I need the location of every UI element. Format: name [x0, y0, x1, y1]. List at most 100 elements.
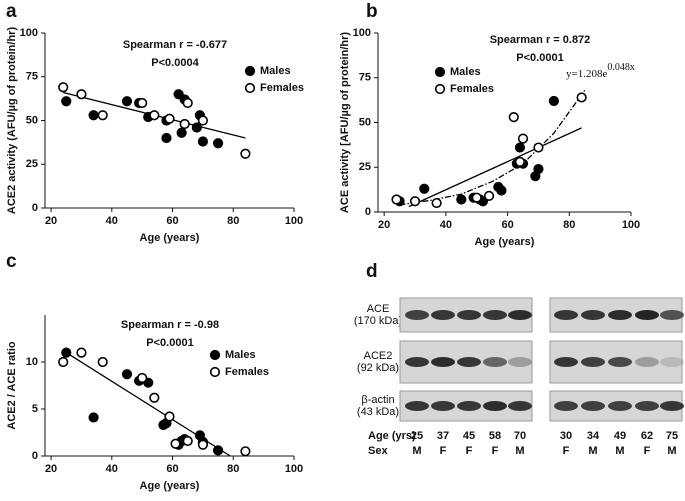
data-point [431, 197, 442, 209]
blot-band [608, 401, 632, 411]
data-point [61, 96, 72, 107]
lane-sex: M [588, 445, 597, 457]
blot-band [608, 310, 632, 320]
y-tick-label: 100 [353, 27, 371, 39]
x-tick-label: 40 [106, 215, 118, 227]
lane-sex: F [440, 445, 447, 457]
blot-band [635, 357, 659, 367]
data-point [88, 110, 99, 121]
x-tick-label: 80 [227, 215, 239, 227]
data-point [197, 136, 209, 147]
age-label: Age (yrs) [368, 430, 416, 442]
row-label-line: ACE2 [364, 350, 393, 362]
blot-band [431, 357, 455, 367]
exponential-curve [399, 89, 586, 206]
legend-marker [434, 83, 446, 95]
legend-label: Males [260, 65, 291, 77]
data-point [533, 163, 544, 175]
row-label-line: ACE [367, 303, 390, 315]
lane-sex: F [492, 445, 499, 457]
equation: y=1.208e0.048x [566, 62, 635, 79]
legend-label: Females [225, 366, 269, 378]
lane-age: 25 [411, 430, 423, 442]
legend-marker [434, 66, 446, 78]
data-point [76, 347, 87, 358]
lane-sex: M [615, 445, 624, 457]
blot-band [660, 357, 684, 367]
lane-sex: M [515, 445, 524, 457]
row-label: ACE (170 kDa) [354, 303, 402, 327]
data-point [212, 138, 224, 149]
data-point [471, 192, 482, 203]
blot-band [483, 401, 507, 411]
blot-band [608, 357, 632, 367]
data-point [517, 133, 529, 144]
lane-sex: F [466, 445, 473, 457]
data-point [97, 110, 108, 121]
y-tick-label: 25 [26, 158, 38, 170]
equation-exponent: 0.048x [607, 62, 635, 73]
lane-age: 49 [614, 430, 626, 442]
data-point [164, 113, 175, 124]
x-tick-label: 20 [378, 219, 390, 231]
data-point [76, 89, 87, 100]
data-point [121, 369, 133, 380]
lane-sex: F [563, 445, 570, 457]
legend-marker [244, 82, 256, 94]
panel-letter: c [6, 251, 17, 272]
legend-label: Males [225, 349, 256, 361]
y-tick-label: 5 [32, 403, 38, 415]
x-tick-label: 40 [440, 219, 452, 231]
y-tick-label: 75 [359, 72, 371, 84]
y-tick-label: 75 [26, 71, 38, 83]
y-tick-label: 0 [32, 202, 38, 214]
data-point [88, 412, 99, 423]
lane-sex: M [667, 445, 676, 457]
data-point [419, 183, 430, 194]
lane-age: 45 [463, 430, 475, 442]
blot-band [483, 310, 507, 320]
blot-band [554, 401, 578, 411]
data-point [61, 347, 72, 358]
blot-band [508, 310, 532, 320]
x-axis-label: Age (years) [140, 480, 200, 492]
data-point [212, 445, 224, 456]
legend-label: Females [450, 83, 494, 95]
lane-age: 70 [514, 430, 526, 442]
x-tick-label: 40 [106, 463, 118, 475]
data-point [391, 194, 402, 205]
blot-band [660, 310, 684, 320]
lane-age: 75 [666, 430, 678, 442]
data-point [137, 372, 148, 384]
data-point [197, 439, 209, 450]
blot-band [457, 401, 481, 411]
blot-band [405, 401, 429, 411]
stat-p: P<0.0001 [146, 337, 193, 349]
data-point [456, 194, 467, 205]
y-tick-label: 100 [20, 27, 38, 39]
data-point [409, 196, 421, 207]
lane-age: 34 [587, 430, 600, 442]
data-point [176, 127, 187, 138]
blot-band [581, 401, 605, 411]
equation-base: y=1.208e [566, 68, 607, 80]
data-point [483, 190, 495, 201]
x-tick-label: 100 [285, 463, 303, 475]
sex-label: Sex [368, 445, 388, 457]
row-label-line: β-actin [361, 394, 394, 406]
y-tick-label: 50 [26, 114, 38, 126]
data-point [121, 96, 133, 107]
data-point [182, 97, 193, 109]
regression-line [408, 127, 582, 208]
data-point [240, 446, 251, 457]
data-point [197, 115, 209, 126]
x-tick-label: 100 [622, 219, 640, 231]
blot-band [635, 401, 659, 411]
legend-marker [209, 366, 221, 378]
lane-age: 62 [641, 430, 653, 442]
row-label: β-actin (43 kDa) [357, 394, 399, 418]
x-tick-label: 100 [285, 215, 303, 227]
legend-label: Females [260, 82, 304, 94]
data-point [533, 142, 544, 153]
x-axis-label: Age (years) [475, 236, 535, 248]
